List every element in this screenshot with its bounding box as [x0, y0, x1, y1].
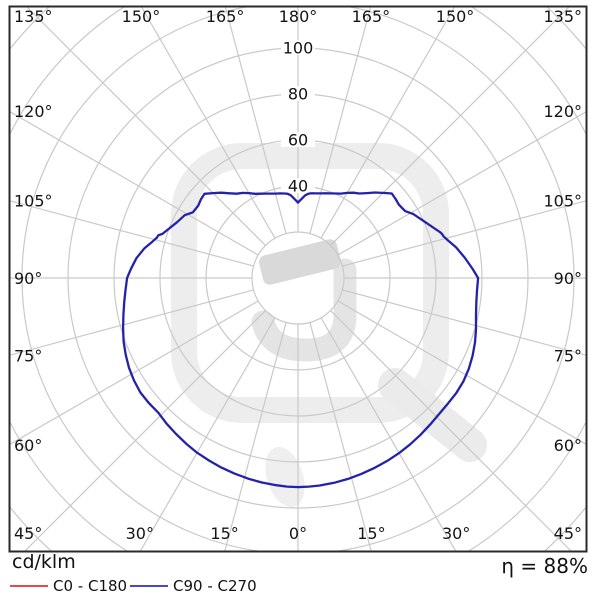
angle-tick-label: 105° [14, 192, 53, 211]
grid-radial-line [309, 322, 373, 552]
grid-radial-line [23, 310, 266, 552]
radial-tick-label: 60 [288, 131, 308, 150]
watermark-bar [259, 239, 341, 285]
angle-tick-label: 45° [14, 524, 42, 543]
angle-tick-label: 0° [289, 524, 307, 543]
legend-label-c90-c270: C90 - C270 [173, 577, 257, 595]
angle-tick-label: 90° [554, 269, 582, 288]
radial-tick-label: 80 [288, 85, 308, 104]
angle-tick-label: 60° [14, 436, 42, 455]
angle-tick-label: 120° [14, 102, 53, 121]
grid-radial-line [342, 199, 587, 267]
angle-tick-label: 150° [122, 7, 161, 26]
radial-tick-backdrop [281, 40, 315, 55]
watermark-tail [378, 368, 487, 462]
chart-frame [8, 5, 588, 553]
angle-tick-label: 120° [543, 102, 582, 121]
units-label: cd/klm [12, 551, 76, 573]
grid-radial-line [342, 289, 587, 357]
angle-tick-label: 30° [442, 524, 470, 543]
radial-tick-backdrop [281, 132, 315, 147]
watermark-logo [171, 143, 487, 508]
watermark-blob [265, 446, 305, 508]
angle-tick-label: 15° [210, 524, 238, 543]
radial-tick-backdrop [281, 86, 315, 101]
grid-radial-line [320, 317, 457, 552]
grid-radial-line [9, 199, 254, 267]
legend-line-c0-c180 [10, 585, 48, 587]
angle-tick-label: 30° [126, 524, 154, 543]
angle-tick-label: 165° [206, 7, 245, 26]
angle-tick-label: 150° [436, 7, 475, 26]
grid-radial-line [337, 300, 587, 446]
efficiency-label: η = 88% [501, 554, 588, 578]
grid-radial-line [139, 317, 276, 552]
angle-tick-label: 105° [543, 192, 582, 211]
curve-C90-C270 [121, 191, 480, 489]
angle-tick-label: 135° [14, 7, 53, 26]
angle-tick-label: 75° [554, 346, 582, 365]
grid-radial-line [309, 6, 372, 234]
grid-radial-line [337, 110, 587, 256]
grid-radial-line [223, 322, 287, 552]
radial-tick-backdrop [281, 178, 315, 193]
legend-line-c90-c270 [130, 585, 168, 587]
grid-radial-line [140, 6, 276, 239]
grid-radial-line [9, 300, 259, 446]
radial-tick-label: 40 [288, 177, 308, 196]
angle-tick-label: 180° [279, 7, 318, 26]
grid-radial-line [9, 110, 259, 256]
grid-radial-line [9, 289, 254, 357]
angle-tick-label: 15° [357, 524, 385, 543]
radial-tick-label: 100 [283, 39, 314, 58]
grid-radial-line [320, 6, 456, 239]
grid-radial-line [330, 310, 573, 552]
angle-tick-labels: 0° 15° 15° 30° 30° 45° 45° 60° 60° 75° 75° 90° 90° 10… [14, 7, 582, 543]
grid-radial-line [25, 6, 266, 246]
radial-tick-labels: 40 60 80 100 [281, 39, 315, 196]
angle-tick-label: 45° [554, 524, 582, 543]
watermark-curl [251, 258, 357, 362]
angle-tick-label: 60° [554, 436, 582, 455]
legend-label-c0-c180: C0 - C180 [53, 577, 128, 595]
angle-tick-label: 90° [14, 269, 42, 288]
intensity-curves [121, 191, 480, 489]
grid-radial-line [224, 6, 287, 234]
grid-radial-line [330, 6, 571, 246]
angle-tick-label: 75° [14, 346, 42, 365]
angle-tick-label: 165° [352, 7, 391, 26]
angle-tick-label: 135° [543, 7, 582, 26]
